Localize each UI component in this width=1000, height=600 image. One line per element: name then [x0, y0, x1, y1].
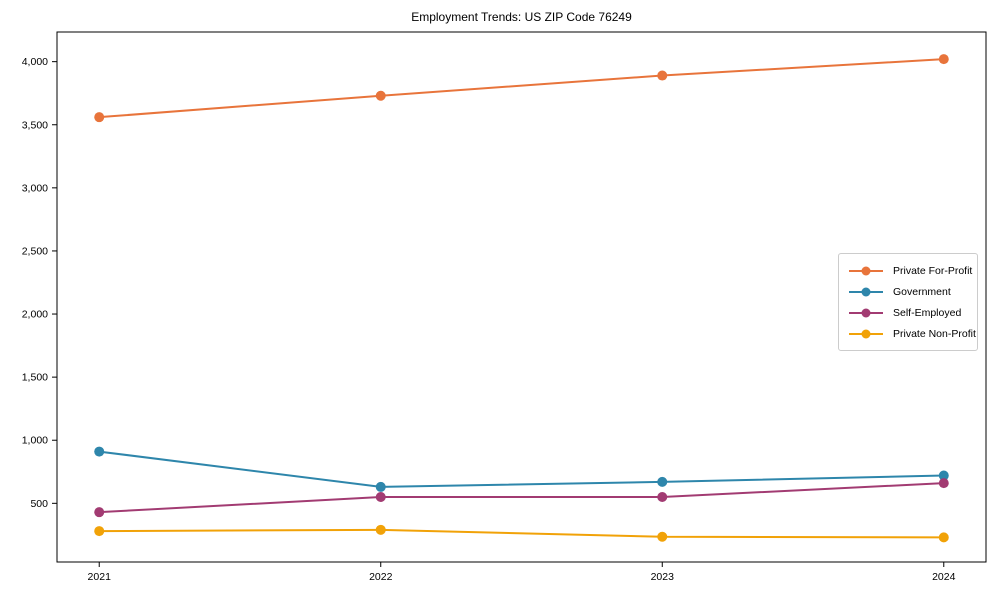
data-point-marker: [94, 507, 105, 518]
data-point-marker: [375, 90, 386, 101]
y-axis-tick-label: 1,500: [22, 372, 48, 384]
legend: Private For-Profit Government Self-Emplo…: [838, 253, 978, 351]
data-point-marker: [94, 526, 105, 537]
y-axis-tick-label: 3,000: [22, 182, 48, 194]
y-axis-tick-label: 1,000: [22, 435, 48, 447]
x-axis-tick-label: 2023: [651, 571, 675, 583]
data-point-marker: [657, 531, 668, 542]
legend-item-label: Private For-Profit: [893, 264, 973, 277]
x-axis-tick-label: 2021: [88, 571, 112, 583]
x-axis-tick-label: 2022: [369, 571, 393, 583]
data-point-marker: [657, 492, 668, 503]
legend-item: Government: [848, 282, 969, 301]
x-axis-tick-label: 2024: [932, 571, 956, 583]
data-point-marker: [375, 492, 386, 503]
legend-line-marker-icon: [849, 308, 883, 317]
y-axis-tick-label: 2,000: [22, 309, 48, 321]
data-point-marker: [938, 470, 949, 481]
data-point-marker: [94, 112, 105, 123]
legend-line-marker-icon: [849, 329, 883, 338]
data-point-marker: [94, 446, 105, 457]
legend-line-marker-icon: [849, 287, 883, 296]
y-axis-tick-label: 3,500: [22, 119, 48, 131]
data-point-marker: [375, 524, 386, 535]
data-point-marker: [938, 532, 949, 543]
data-point-marker: [657, 70, 668, 81]
legend-item: Private Non-Profit: [848, 324, 976, 343]
legend-item-label: Government: [893, 285, 951, 298]
data-point-marker: [938, 54, 949, 65]
y-axis-tick-label: 2,500: [22, 245, 48, 257]
legend-item: Private For-Profit: [848, 261, 973, 280]
data-point-marker: [938, 478, 949, 489]
y-axis-tick-label: 4,000: [22, 56, 48, 68]
data-point-marker: [657, 476, 668, 487]
data-point-marker: [375, 481, 386, 492]
series-line: [99, 482, 944, 514]
legend-item-label: Self-Employed: [893, 306, 962, 319]
y-axis-tick-label: 500: [30, 498, 48, 510]
legend-item-label: Private Non-Profit: [893, 327, 976, 340]
chart-title: Employment Trends: US ZIP Code 76249: [411, 10, 632, 24]
legend-item: Self-Employed: [848, 303, 969, 322]
series-line: [99, 528, 944, 539]
legend-line-marker-icon: [849, 266, 883, 275]
plot-border: [56, 31, 987, 563]
series-line: [99, 450, 944, 488]
series-line: [99, 58, 944, 119]
